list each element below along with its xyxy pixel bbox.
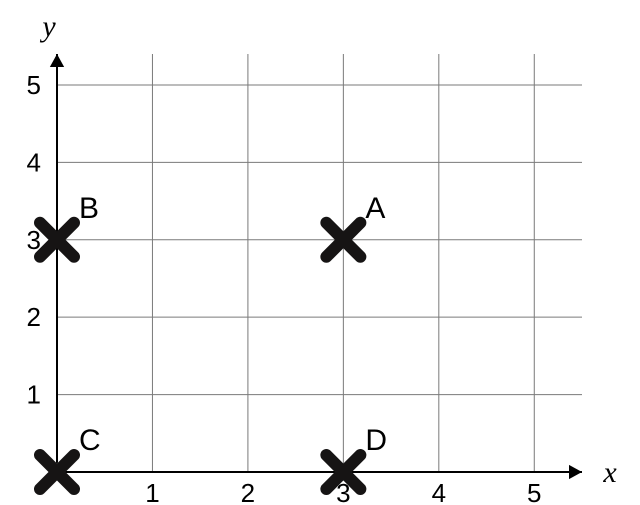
point-label-b: B — [79, 192, 99, 225]
y-tick-label: 4 — [27, 147, 41, 177]
x-tick-label: 4 — [432, 478, 446, 505]
y-tick-label: 2 — [27, 302, 41, 332]
coordinate-plot: 123451234500xyABCD — [0, 0, 640, 505]
y-tick-label: 5 — [27, 70, 41, 100]
y-axis-label: y — [39, 10, 56, 43]
point-label-a: A — [365, 192, 385, 225]
x-tick-label: 2 — [241, 478, 255, 505]
y-tick-label: 1 — [27, 380, 41, 410]
x-axis-label: x — [602, 456, 617, 489]
x-tick-label: 5 — [527, 478, 541, 505]
point-label-c: C — [79, 424, 101, 457]
point-label-d: D — [365, 424, 387, 457]
x-tick-label: 1 — [145, 478, 159, 505]
